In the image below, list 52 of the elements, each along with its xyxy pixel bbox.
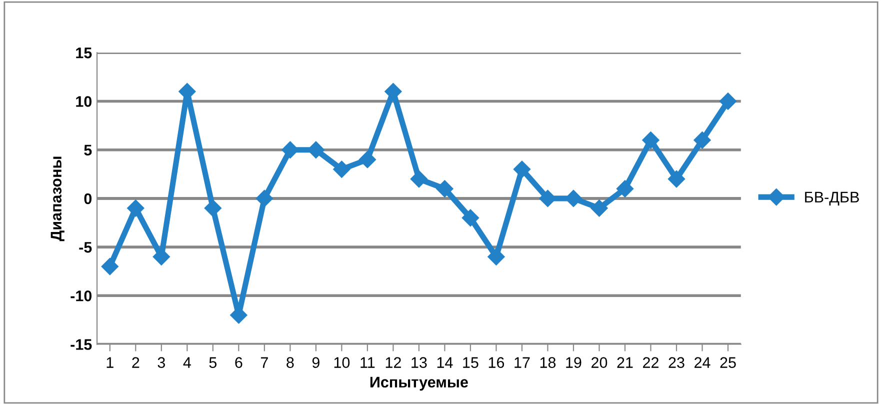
x-tick-label: 8 <box>286 357 294 368</box>
point <box>256 190 273 207</box>
x-tick-label: 22 <box>643 357 658 368</box>
point <box>488 248 505 266</box>
x-tick-label: 20 <box>592 357 608 368</box>
x-tick-label: 9 <box>312 357 320 368</box>
x-tick-label: 21 <box>617 357 633 368</box>
y-tick-label: -15 <box>70 339 92 350</box>
y-tick-label: 15 <box>76 48 92 58</box>
x-tick-label: 19 <box>566 357 582 368</box>
x-tick-label: 6 <box>235 357 242 368</box>
point <box>410 170 428 188</box>
y-tick-label: -5 <box>79 242 92 253</box>
point <box>127 200 144 217</box>
x-tick-label: 17 <box>514 357 530 368</box>
point <box>694 132 711 149</box>
point <box>590 200 608 217</box>
point <box>462 209 480 226</box>
x-tick-label: 14 <box>437 357 453 368</box>
x-tick-label: 23 <box>668 357 684 368</box>
x-tick-label: 24 <box>694 357 710 368</box>
x-tick-label: 1 <box>106 357 114 368</box>
x-tick-label: 5 <box>209 357 217 368</box>
x-tick-label: 25 <box>720 357 736 368</box>
point <box>668 170 686 188</box>
x-tick-label: 10 <box>334 357 350 368</box>
point <box>436 180 454 198</box>
legend-label: БВ-ДБВ <box>805 192 859 206</box>
point <box>101 258 118 276</box>
y-tick-label: 0 <box>84 193 92 204</box>
x-tick-label: 2 <box>132 357 140 368</box>
point <box>616 180 634 198</box>
point <box>642 132 660 149</box>
y-axis-title: Диапазоны <box>50 156 64 242</box>
x-tick-label: 13 <box>412 357 427 368</box>
x-axis-title: Испытуемые <box>370 376 468 391</box>
x-tick-label: 7 <box>260 357 268 368</box>
x-tick-label: 3 <box>158 357 165 368</box>
x-tick-label: 12 <box>386 357 401 368</box>
x-tick-label: 18 <box>540 357 556 368</box>
point <box>719 92 737 110</box>
point <box>358 151 376 168</box>
y-tick-label: 10 <box>76 96 92 107</box>
point <box>333 160 350 178</box>
x-tick-label: 11 <box>360 357 375 368</box>
x-tick-label: 15 <box>463 357 478 368</box>
y-tick-label: 5 <box>84 144 92 156</box>
point <box>204 200 222 217</box>
x-tick-label: 16 <box>488 357 504 368</box>
y-tick-label: -10 <box>70 290 92 302</box>
x-tick-label: 4 <box>183 357 191 368</box>
point <box>513 160 531 178</box>
